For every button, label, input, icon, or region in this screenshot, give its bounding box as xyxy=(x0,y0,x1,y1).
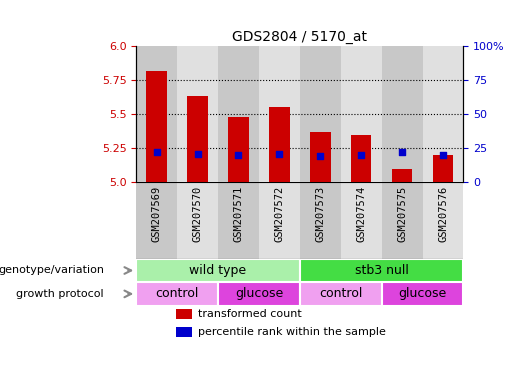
Text: growth protocol: growth protocol xyxy=(16,289,104,299)
Point xyxy=(194,151,202,157)
Bar xyxy=(146,71,167,182)
Bar xyxy=(187,96,208,182)
Point xyxy=(316,153,324,159)
Bar xyxy=(136,182,177,259)
Bar xyxy=(300,282,382,306)
Bar xyxy=(341,182,382,259)
Bar xyxy=(228,117,249,182)
Text: stb3 null: stb3 null xyxy=(355,264,408,277)
Text: GSM207575: GSM207575 xyxy=(397,186,407,242)
Text: GSM207570: GSM207570 xyxy=(193,186,202,242)
Bar xyxy=(259,182,300,259)
Point xyxy=(152,149,161,156)
Text: GSM207569: GSM207569 xyxy=(152,186,162,242)
Bar xyxy=(218,46,259,182)
Text: transformed count: transformed count xyxy=(198,309,302,319)
Bar xyxy=(259,46,300,182)
Bar xyxy=(310,132,331,182)
Bar xyxy=(176,327,192,338)
Bar xyxy=(382,182,423,259)
Text: GSM207573: GSM207573 xyxy=(315,186,325,242)
Bar xyxy=(300,259,464,282)
Bar xyxy=(269,108,289,182)
Point xyxy=(276,151,284,157)
Bar xyxy=(423,46,464,182)
Text: glucose: glucose xyxy=(399,287,447,300)
Text: wild type: wild type xyxy=(190,264,247,277)
Bar xyxy=(341,46,382,182)
Title: GDS2804 / 5170_at: GDS2804 / 5170_at xyxy=(232,30,367,44)
Point xyxy=(234,152,243,158)
Point xyxy=(357,152,365,158)
Bar xyxy=(392,169,413,182)
Text: GSM207574: GSM207574 xyxy=(356,186,366,242)
Text: glucose: glucose xyxy=(235,287,283,300)
Bar xyxy=(382,46,423,182)
Bar xyxy=(423,182,464,259)
Text: genotype/variation: genotype/variation xyxy=(0,265,104,275)
Bar xyxy=(136,46,177,182)
Text: GSM207572: GSM207572 xyxy=(274,186,284,242)
Bar xyxy=(382,282,464,306)
Text: control: control xyxy=(319,287,363,300)
Point xyxy=(439,152,447,158)
Text: percentile rank within the sample: percentile rank within the sample xyxy=(198,327,386,338)
Bar xyxy=(433,155,453,182)
Text: control: control xyxy=(156,287,199,300)
Bar xyxy=(176,309,192,319)
Bar xyxy=(177,46,218,182)
Bar xyxy=(177,182,218,259)
Bar xyxy=(351,134,371,182)
Point xyxy=(398,149,406,156)
Bar xyxy=(300,182,341,259)
Bar xyxy=(136,282,218,306)
Bar xyxy=(218,182,259,259)
Text: GSM207576: GSM207576 xyxy=(438,186,448,242)
Bar xyxy=(218,282,300,306)
Bar xyxy=(136,259,300,282)
Bar xyxy=(300,46,341,182)
Text: GSM207571: GSM207571 xyxy=(233,186,244,242)
